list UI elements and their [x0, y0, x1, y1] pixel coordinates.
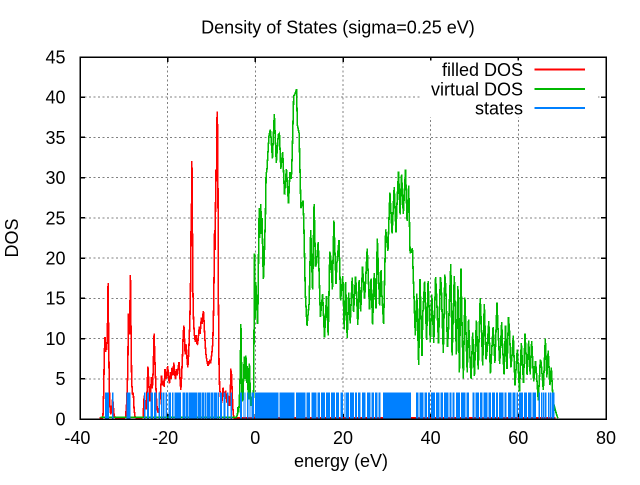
svg-text:0: 0	[250, 428, 260, 448]
svg-text:40: 40	[45, 88, 65, 108]
svg-text:states: states	[475, 99, 523, 119]
svg-text:filled DOS: filled DOS	[442, 60, 523, 80]
svg-text:virtual DOS: virtual DOS	[431, 79, 523, 99]
svg-text:5: 5	[55, 369, 65, 389]
svg-text:20: 20	[45, 249, 65, 269]
svg-text:10: 10	[45, 329, 65, 349]
svg-text:-20: -20	[152, 428, 178, 448]
svg-text:energy (eV): energy (eV)	[294, 451, 388, 471]
svg-text:40: 40	[421, 428, 441, 448]
svg-text:Density of States (sigma=0.25: Density of States (sigma=0.25 eV)	[201, 18, 475, 38]
svg-text:25: 25	[45, 208, 65, 228]
svg-text:80: 80	[596, 428, 616, 448]
svg-text:45: 45	[45, 47, 65, 67]
svg-text:DOS: DOS	[2, 218, 22, 257]
svg-text:60: 60	[508, 428, 528, 448]
svg-text:20: 20	[333, 428, 353, 448]
svg-text:30: 30	[45, 168, 65, 188]
svg-text:15: 15	[45, 289, 65, 309]
svg-text:-40: -40	[64, 428, 90, 448]
svg-text:35: 35	[45, 128, 65, 148]
svg-text:0: 0	[55, 409, 65, 429]
